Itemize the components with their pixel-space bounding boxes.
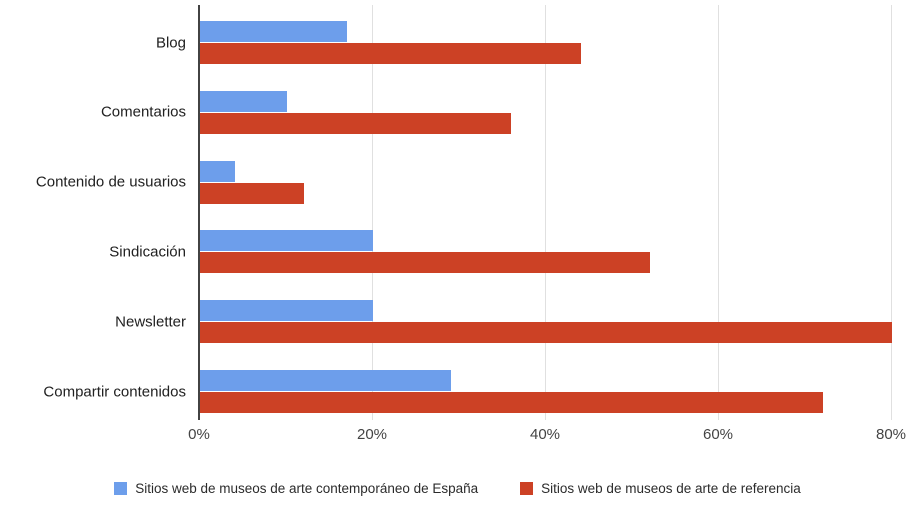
- bar-series2: [200, 182, 304, 204]
- category-label: Blog: [155, 34, 186, 51]
- gridline-60%: [718, 5, 719, 420]
- gridline-40%: [545, 5, 546, 420]
- bar-series1: [200, 370, 451, 391]
- x-tick-label: 40%: [529, 426, 561, 443]
- legend-label: Sitios web de museos de arte de referenc…: [541, 481, 801, 496]
- bar-series2: [200, 43, 581, 64]
- category-label: Sindicación: [109, 243, 186, 261]
- legend: Sitios web de museos de arte contemporán…: [0, 481, 915, 496]
- x-tick-label: 60%: [702, 426, 734, 443]
- gridline-80%: [891, 5, 892, 420]
- category-label: Contenido de usuarios: [35, 173, 186, 191]
- category-axis: Blog Comentarios Contenido de usuarios Sind…: [0, 5, 186, 420]
- y-axis-line: [198, 5, 200, 420]
- x-tick-label: 20%: [356, 426, 388, 443]
- bar-series2: [200, 322, 892, 344]
- gridline-20%: [372, 5, 373, 420]
- legend-label: Sitios web de museos de arte contemporán…: [135, 481, 479, 496]
- category-label: Comentarios: [100, 103, 186, 121]
- bar-series2: [200, 252, 650, 274]
- bar-series2: [200, 112, 512, 134]
- legend-swatch-icon: [520, 482, 534, 495]
- category-label: Newsletter: [115, 313, 186, 331]
- bar-series1: [200, 300, 373, 322]
- bar-series1: [200, 160, 235, 182]
- legend-swatch-icon: [114, 482, 128, 495]
- x-tick-label: 80%: [875, 426, 907, 443]
- bar-series2: [200, 392, 823, 413]
- plot-area: [198, 5, 911, 420]
- bar-series1: [200, 21, 348, 42]
- x-tick-label: 0%: [188, 426, 210, 443]
- legend-item: Sitios web de museos de arte de referenc…: [520, 481, 801, 496]
- category-label: Compartir contenidos: [43, 383, 186, 400]
- bar-series1: [200, 230, 373, 252]
- bar-series1: [200, 90, 287, 112]
- legend-item: Sitios web de museos de arte contemporán…: [114, 481, 478, 496]
